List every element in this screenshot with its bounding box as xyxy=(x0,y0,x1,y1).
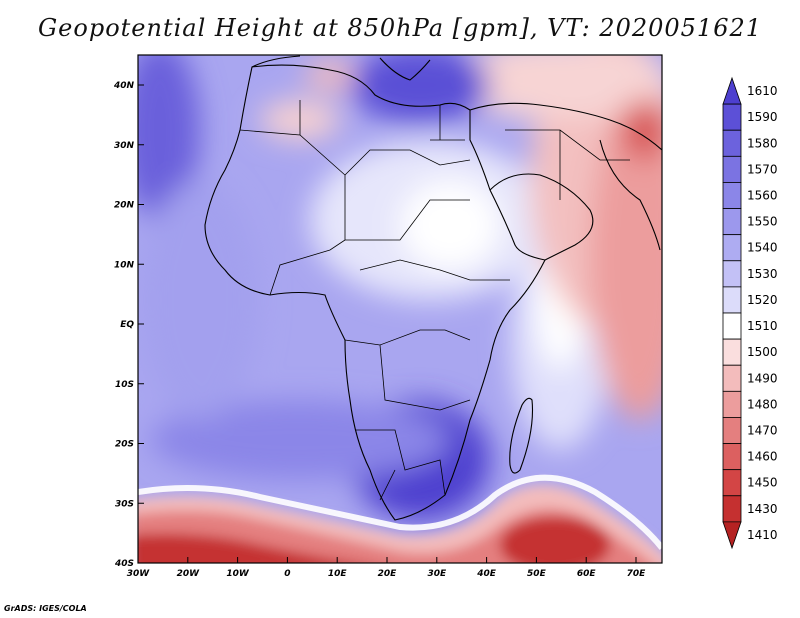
colorbar-label: 1460 xyxy=(747,450,778,464)
colorbar-label: 1490 xyxy=(747,371,778,385)
field-satlantic-blue xyxy=(150,400,450,480)
x-tick-label: 70E xyxy=(627,569,647,579)
arabia-coast xyxy=(489,173,594,261)
y-tick-label: 10S xyxy=(115,380,134,390)
x-tick-label: 60E xyxy=(577,569,597,579)
colorbar-swatch xyxy=(722,469,742,497)
y-tick-label: 10N xyxy=(114,260,135,270)
border-north xyxy=(299,100,471,176)
colorbar-swatch xyxy=(722,443,742,471)
italy-greece-coast xyxy=(379,57,431,81)
colorbar-swatch xyxy=(722,364,742,392)
field-atlantic-blue xyxy=(138,55,200,220)
x-tick-label: 30E xyxy=(427,569,447,579)
colorbar-swatch xyxy=(722,103,742,131)
colorbar-label: 1590 xyxy=(747,110,778,124)
colorbar-swatch xyxy=(722,495,742,523)
x-tick-label: 50E xyxy=(527,569,547,579)
x-tick-label: 30W xyxy=(127,569,151,579)
x-axis-ticks: 30W 20W 10W 0 10E 20E 30E 40E 50E 60E 70E xyxy=(127,557,646,579)
border-egypt xyxy=(430,105,465,141)
colorbar-swatch xyxy=(722,390,742,418)
colorbar-label: 1520 xyxy=(747,293,778,307)
madagascar-coast xyxy=(509,397,533,474)
border-mideast xyxy=(505,129,630,200)
colorbar-label: 1550 xyxy=(747,215,778,229)
colorbar-label: 1560 xyxy=(747,189,778,203)
border-south xyxy=(355,429,446,501)
x-tick-label: 10E xyxy=(328,569,348,579)
colorbar-label: 1410 xyxy=(747,528,778,542)
border-east xyxy=(344,329,471,411)
field-white-ribbon xyxy=(138,474,662,550)
x-tick-label: 20E xyxy=(378,569,398,579)
y-tick-label: 30N xyxy=(114,141,135,151)
colorbar-swatch xyxy=(722,338,742,366)
field-indian-red xyxy=(590,100,662,420)
y-tick-label: 20S xyxy=(115,440,134,450)
y-tick-label: 40N xyxy=(113,81,135,91)
height-field xyxy=(138,55,662,563)
colorbar-label: 1480 xyxy=(747,397,778,411)
y-tick-label: 20N xyxy=(114,201,135,211)
colorbar: 1610 1590 1580 1570 1560 1550 1540 1530 1520 1510… xyxy=(722,76,778,550)
y-tick-label: 40S xyxy=(114,559,134,569)
chart-title: Geopotential Height at 850hPa [gpm], VT:… xyxy=(38,14,762,42)
country-borders xyxy=(239,100,630,501)
colorbar-label: 1500 xyxy=(747,345,778,359)
colorbar-swatch xyxy=(722,260,742,288)
colorbar-label: 1570 xyxy=(747,162,778,176)
field-south-low-west xyxy=(138,533,355,563)
x-tick-label: 40E xyxy=(476,569,497,579)
colorbar-swatch xyxy=(722,182,742,209)
map-frame xyxy=(137,54,663,564)
colorbar-swatch xyxy=(722,234,742,262)
colorbar-swatch xyxy=(722,286,742,314)
field-south-low-east xyxy=(500,517,610,563)
x-tick-label: 10W xyxy=(226,569,250,579)
credit-text: GrADS: IGES/COLA xyxy=(4,604,87,613)
y-tick-label: EQ xyxy=(120,320,134,330)
field-eqatlantic xyxy=(140,180,260,420)
colorbar-label: 1430 xyxy=(747,502,778,516)
colorbar-swatch xyxy=(722,312,742,340)
india-coast xyxy=(599,139,661,251)
y-axis-ticks: 40N 30N 20N 10N EQ 10S 20S 30S 40S xyxy=(113,81,144,569)
colorbar-label: 1530 xyxy=(747,267,778,281)
colorbar-swatch xyxy=(722,417,742,444)
colorbar-label: 1510 xyxy=(747,319,778,333)
field-med-blue xyxy=(350,55,490,123)
x-tick-label: 20W xyxy=(177,569,201,579)
colorbar-swatch xyxy=(722,76,742,105)
field-iran-red xyxy=(620,100,662,160)
x-tick-label: 0 xyxy=(284,569,290,579)
colorbar-label: 1450 xyxy=(747,476,778,490)
field-sahara-core xyxy=(400,180,500,270)
colorbar-swatch xyxy=(722,521,742,550)
y-tick-label: 30S xyxy=(115,499,134,509)
colorbar-label: 1580 xyxy=(747,136,778,150)
colorbar-label: 1470 xyxy=(747,424,778,438)
asia-coast xyxy=(469,102,662,151)
colorbar-label: 1610 xyxy=(747,84,778,98)
border-central xyxy=(269,239,510,296)
colorbar-swatch xyxy=(722,129,742,157)
colorbar-swatch xyxy=(722,155,742,183)
iberia-coast xyxy=(251,55,301,68)
colorbar-label: 1540 xyxy=(747,241,778,255)
colorbar-swatch xyxy=(722,208,742,236)
